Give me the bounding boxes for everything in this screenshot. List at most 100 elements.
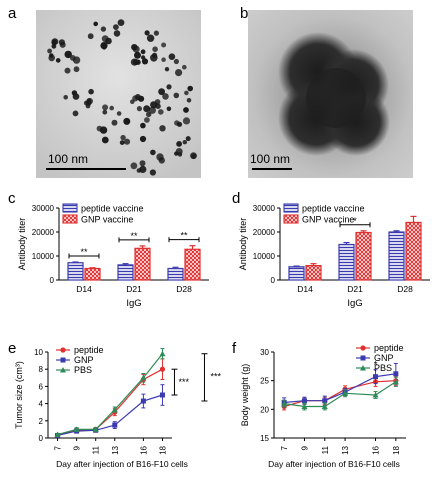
data-point	[159, 392, 165, 398]
data-point	[301, 398, 307, 404]
significance-label: *	[374, 360, 378, 371]
data-point	[140, 398, 146, 404]
data-point	[360, 345, 366, 351]
tem-cluster-b	[248, 10, 413, 178]
x-tick-label: D21	[126, 284, 142, 294]
y-tick-label: 0	[39, 434, 44, 443]
x-tick-label: 7	[54, 445, 63, 450]
data-point	[60, 367, 66, 373]
x-tick-label: 7	[280, 445, 289, 450]
panel-label-a: a	[8, 5, 17, 22]
data-point	[159, 366, 166, 372]
x-tick-label: D28	[176, 284, 192, 294]
y-tick-label: 8	[39, 365, 44, 374]
y-tick-label: 10000	[32, 252, 55, 261]
data-point	[360, 365, 366, 371]
legend-swatch	[283, 214, 299, 224]
legend-swatch	[62, 214, 78, 224]
series-line	[284, 381, 397, 408]
series-line	[284, 373, 396, 404]
bar	[117, 264, 134, 281]
data-point	[140, 374, 147, 381]
y-axis-label: Antibody titer	[238, 218, 248, 271]
significance-label: **	[80, 247, 88, 257]
legend-swatch	[283, 203, 299, 213]
panel-label-c: c	[8, 190, 16, 207]
significance-label: ***	[210, 371, 221, 381]
y-tick-label: 4	[39, 400, 44, 409]
legend-label: GNP vaccine	[302, 215, 354, 225]
x-tick-label: 18	[392, 445, 401, 454]
legend-label: peptide	[74, 345, 104, 355]
x-axis-label: Day after injection of B16-F10 cells	[268, 459, 400, 469]
legend-label: GNP	[74, 355, 94, 365]
data-point	[60, 357, 66, 363]
tem-image-b: 100 nm	[248, 10, 413, 178]
series-line	[57, 353, 163, 436]
x-tick-label: D14	[297, 284, 313, 294]
y-tick-label: 20000	[253, 228, 276, 237]
chart-c: 0 10000 20000 30000 Antibody titer D14 D21 D28 I…	[17, 203, 209, 309]
x-tick-label: 11	[321, 445, 330, 454]
legend-swatch	[62, 203, 78, 213]
data-point	[373, 374, 379, 380]
y-tick-label: 20000	[32, 228, 55, 237]
data-point	[54, 431, 61, 438]
x-tick-label: 18	[158, 445, 167, 454]
tem-particles-a	[36, 10, 201, 178]
tem-image-a: 100 nm	[36, 10, 201, 178]
data-point	[159, 350, 166, 357]
x-tick-label: D14	[76, 284, 92, 294]
y-tick-label: 20	[260, 405, 269, 414]
legend-label: peptide	[374, 343, 404, 353]
scale-label-b: 100 nm	[250, 152, 291, 166]
series-line	[57, 394, 163, 436]
y-tick-label: 25	[260, 377, 269, 386]
x-tick-label: 13	[111, 445, 120, 454]
x-tick-label: 11	[92, 445, 101, 454]
data-point	[112, 422, 118, 428]
bar	[288, 266, 305, 281]
scale-label-a: 100 nm	[48, 152, 89, 166]
data-point	[73, 426, 80, 432]
significance-label: **	[180, 231, 188, 241]
data-point	[393, 371, 399, 377]
bar	[84, 267, 101, 281]
panel-label-f: f	[232, 340, 237, 357]
data-point	[111, 406, 118, 413]
legend-label: peptide vaccine	[302, 204, 365, 214]
bar	[184, 248, 201, 281]
data-point	[360, 355, 366, 361]
x-tick-label: 16	[139, 445, 148, 454]
significance-label: *	[353, 216, 357, 226]
legend-label: PBS	[74, 365, 92, 375]
x-tick-label: 16	[372, 445, 381, 454]
bar	[388, 231, 405, 281]
significance-label: ***	[178, 377, 189, 387]
panel-label-d: d	[232, 190, 241, 207]
y-tick-label: 10	[34, 348, 43, 357]
data-point	[92, 426, 99, 432]
y-tick-label: 30000	[32, 204, 55, 213]
y-tick-label: 10000	[253, 252, 276, 261]
panel-label-e: e	[8, 340, 17, 357]
bar	[355, 231, 372, 281]
data-point	[281, 400, 288, 407]
legend-label: peptide vaccine	[81, 204, 144, 214]
data-point	[321, 403, 328, 409]
y-axis-label: Tumor size (cm³)	[14, 361, 24, 429]
chart-d: 0 10000 20000 30000 Antibody titer D14 D21 D28 I…	[238, 203, 430, 309]
y-tick-label: 30	[260, 348, 269, 357]
bar	[305, 264, 322, 281]
chart-f: 15 20 25 30 7 9 11 13 16 18 Body weight (g) Day aft…	[240, 343, 406, 469]
y-tick-label: 6	[39, 382, 44, 391]
x-axis-label: Day after injection of B16-F10 cells	[56, 459, 188, 469]
data-point	[60, 347, 66, 353]
data-point	[392, 378, 399, 385]
data-point	[372, 392, 379, 398]
y-tick-label: 0	[271, 276, 276, 285]
bar	[405, 221, 422, 281]
y-axis-label: Body weight (g)	[240, 364, 250, 427]
data-point	[342, 390, 349, 396]
y-tick-label: 0	[50, 276, 55, 285]
